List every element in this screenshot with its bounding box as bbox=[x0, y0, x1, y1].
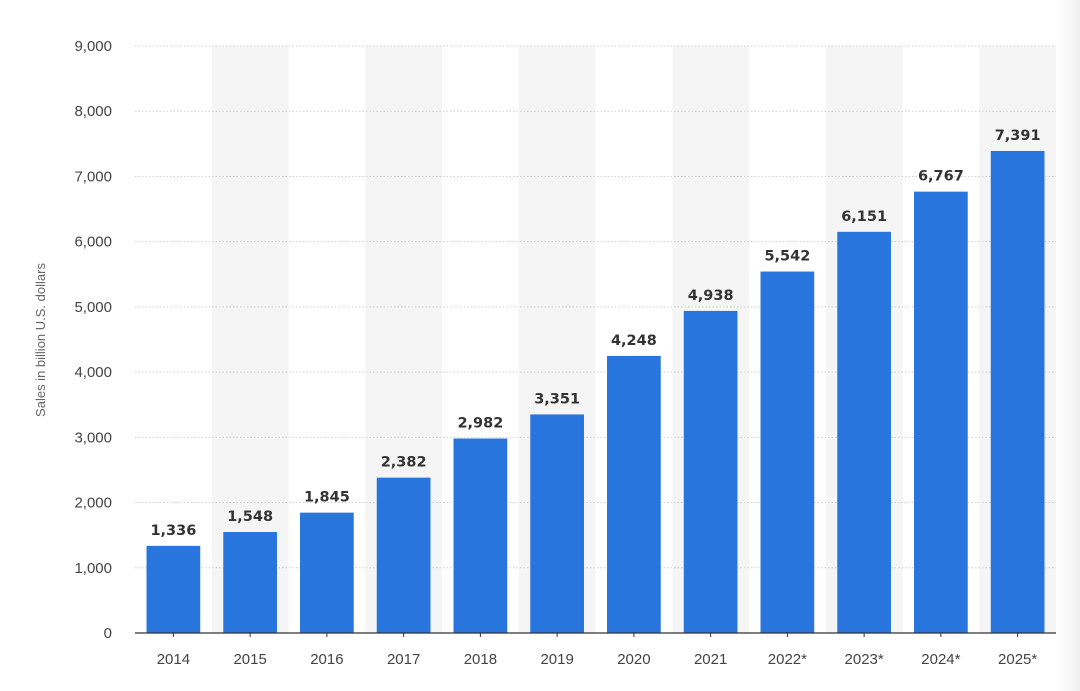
y-tick-label: 8,000 bbox=[74, 103, 112, 120]
bars bbox=[146, 150, 1045, 633]
bar-2025[interactable] bbox=[990, 150, 1045, 633]
data-label: 1,845 bbox=[304, 490, 350, 506]
x-tick-label: 2023* bbox=[845, 651, 884, 668]
x-tick-label: 2018 bbox=[464, 651, 497, 668]
bar-2014[interactable] bbox=[146, 545, 201, 633]
x-tick-label: 2024* bbox=[921, 651, 960, 668]
bar-2018[interactable] bbox=[453, 438, 508, 633]
y-tick-label: 1,000 bbox=[74, 560, 112, 577]
bar-2022[interactable] bbox=[760, 271, 815, 633]
data-label: 3,351 bbox=[534, 391, 580, 407]
data-labels: 1,336 1,548 1,845 2,382 2,982 3,351 4,248 4,938… bbox=[150, 128, 1040, 539]
data-label: 1,548 bbox=[227, 509, 273, 525]
bar-2020[interactable] bbox=[607, 355, 661, 633]
bar-2019[interactable] bbox=[530, 414, 584, 633]
data-label: 1,336 bbox=[150, 523, 196, 539]
y-tick-label: 3,000 bbox=[74, 429, 112, 446]
bar-2015[interactable] bbox=[223, 532, 277, 633]
y-tick-label: 4,000 bbox=[74, 364, 112, 381]
data-label: 6,151 bbox=[841, 209, 887, 225]
data-label: 6,767 bbox=[918, 169, 964, 185]
y-tick-label: 9,000 bbox=[74, 38, 112, 55]
y-tick-label: 0 bbox=[104, 625, 112, 642]
y-tick-label: 2,000 bbox=[74, 495, 112, 512]
x-tick-label: 2022* bbox=[768, 651, 807, 668]
data-label: 2,382 bbox=[381, 455, 427, 471]
bar-2023[interactable] bbox=[837, 231, 891, 633]
x-tick-label: 2014 bbox=[157, 651, 190, 668]
data-label: 4,248 bbox=[611, 333, 657, 349]
bar-2024[interactable] bbox=[914, 191, 968, 633]
x-axis-ticks: 2014 2015 2016 2017 2018 2019 2020 2021 2022* 202… bbox=[157, 633, 1037, 668]
x-tick-label: 2020 bbox=[617, 651, 650, 668]
y-tick-label: 5,000 bbox=[74, 299, 112, 316]
x-tick-label: 2025* bbox=[998, 651, 1037, 668]
data-label: 5,542 bbox=[764, 249, 810, 265]
data-label: 4,938 bbox=[688, 288, 734, 304]
bar-2021[interactable] bbox=[683, 310, 738, 633]
y-axis-ticks: 0 1,000 2,000 3,000 4,000 5,000 6,000 7,000 8,00… bbox=[74, 38, 112, 642]
x-tick-label: 2021 bbox=[694, 651, 727, 668]
y-tick-label: 7,000 bbox=[74, 168, 112, 185]
bar-2016[interactable] bbox=[300, 512, 354, 633]
data-label: 2,982 bbox=[457, 416, 503, 432]
gridlines bbox=[135, 45, 1056, 569]
bar-2017[interactable] bbox=[376, 477, 431, 633]
y-tick-label: 6,000 bbox=[74, 234, 112, 251]
x-tick-label: 2016 bbox=[310, 651, 343, 668]
x-tick-label: 2015 bbox=[233, 651, 266, 668]
x-tick-label: 2017 bbox=[387, 651, 420, 668]
x-tick-label: 2019 bbox=[540, 651, 573, 668]
data-label: 7,391 bbox=[995, 128, 1041, 144]
y-axis-title: Sales in billion U.S. dollars bbox=[33, 263, 48, 417]
